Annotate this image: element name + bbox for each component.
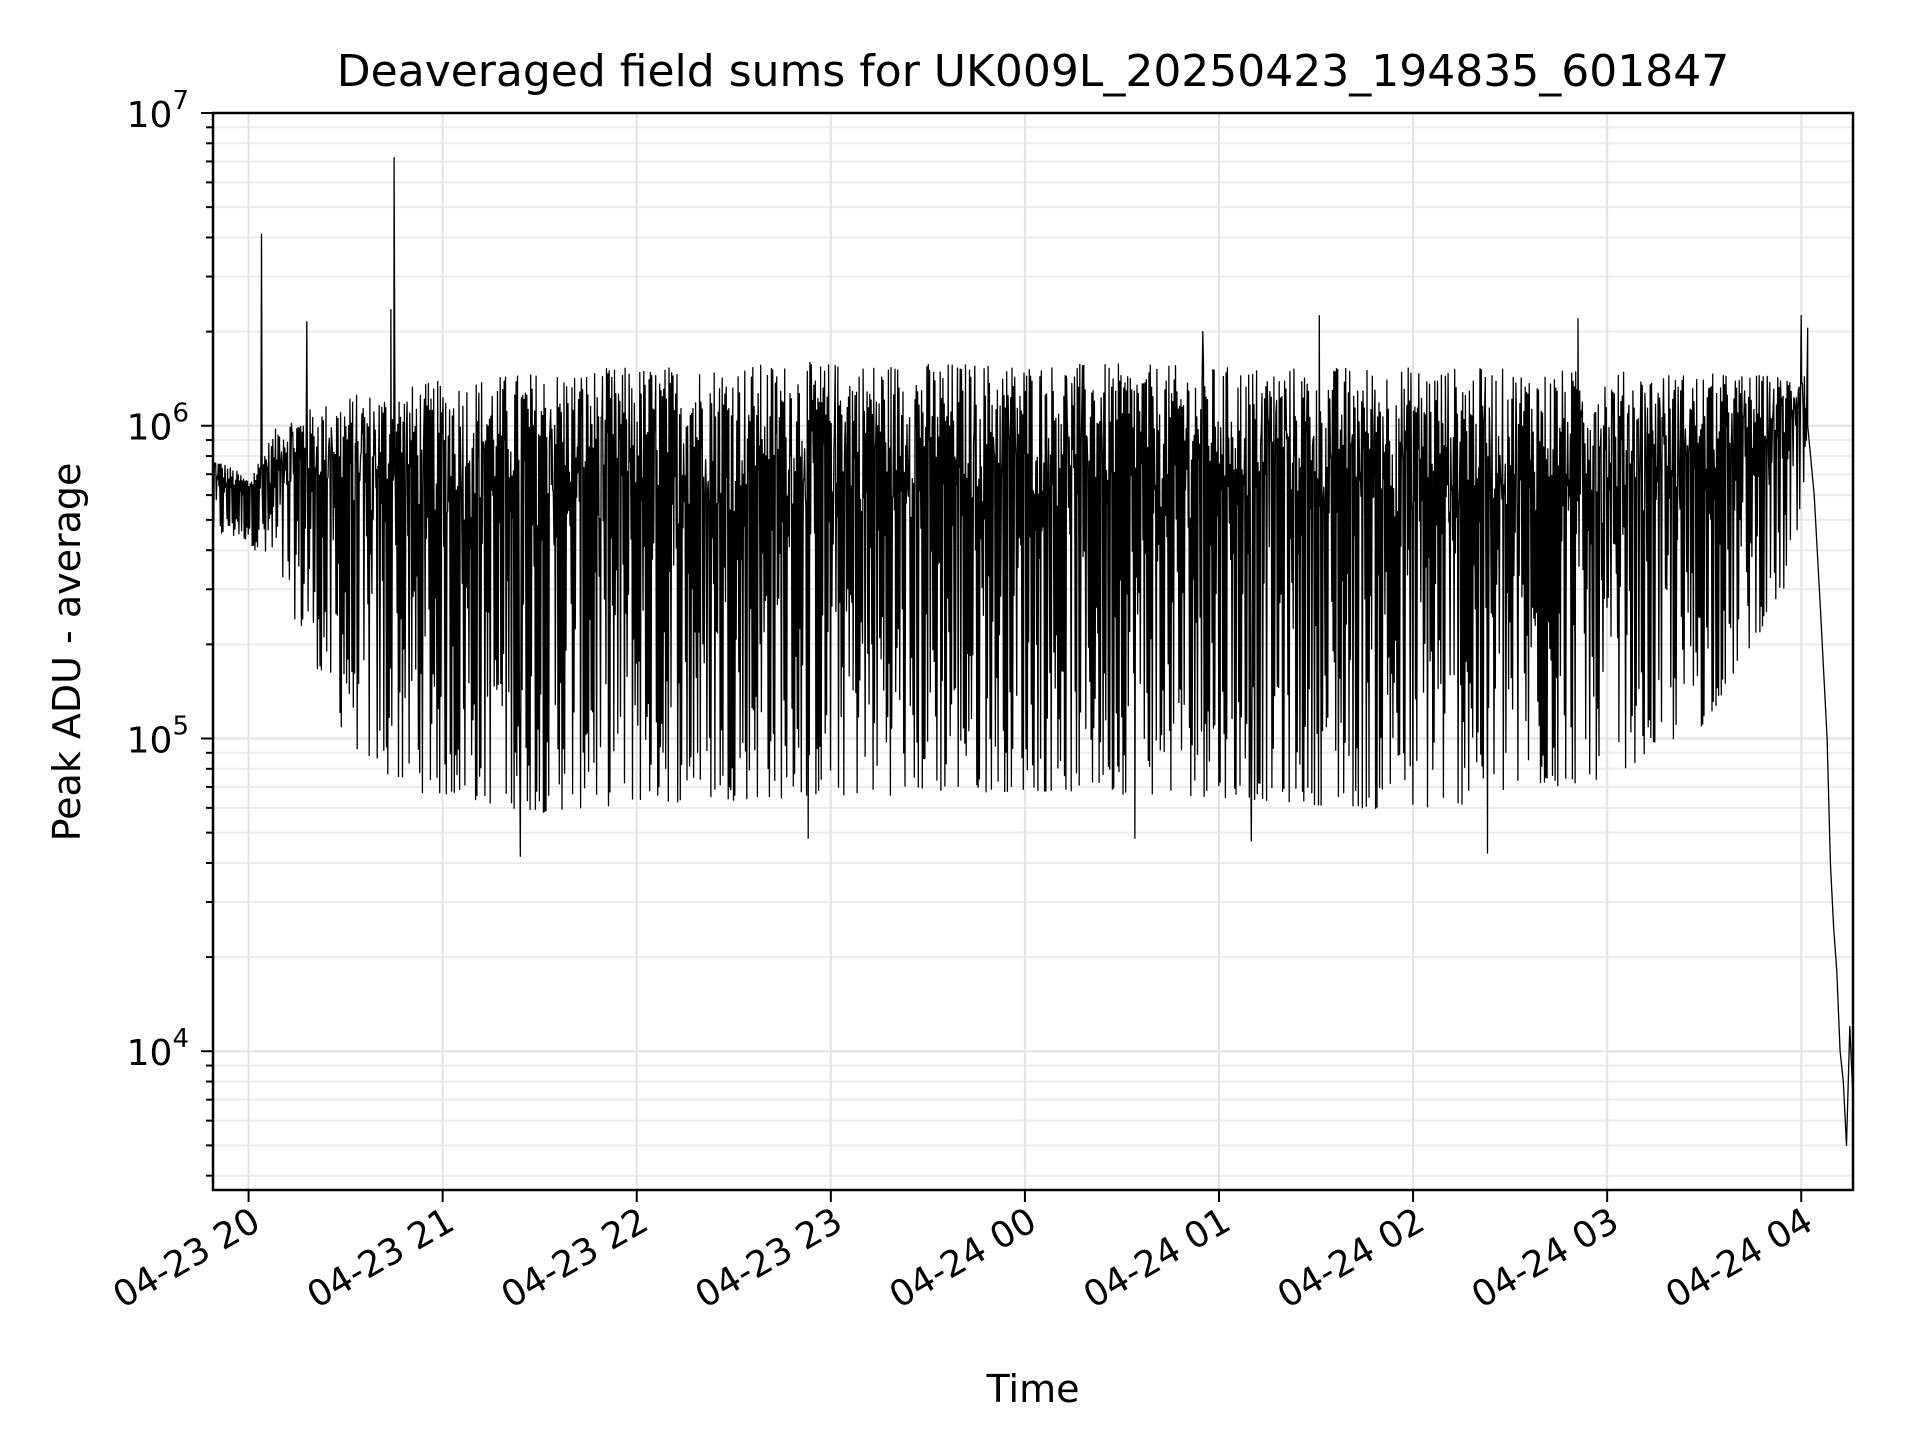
x-tick-label: 04-23 21 <box>300 1200 461 1316</box>
y-tick-base: 10 <box>127 95 173 136</box>
plot-frame <box>211 111 1855 1192</box>
y-tick-exponent: 4 <box>172 1024 189 1054</box>
y-tick-exponent: 6 <box>172 399 189 429</box>
y-tick-label: 107 <box>127 86 189 136</box>
y-tick-base: 10 <box>127 1033 173 1074</box>
x-tick-label: 04-24 03 <box>1465 1200 1626 1316</box>
x-tick-label: 04-23 20 <box>106 1200 267 1316</box>
y-axis-label: Peak ADU - average <box>45 463 89 842</box>
y-tick-label: 104 <box>127 1024 189 1074</box>
x-tick-label: 04-24 00 <box>883 1200 1044 1316</box>
y-tick-label: 105 <box>127 711 189 761</box>
x-tick-label: 04-24 01 <box>1077 1200 1238 1316</box>
y-tick-base: 10 <box>127 720 173 761</box>
x-tick-label: 04-24 02 <box>1271 1200 1432 1316</box>
chart-title: Deaveraged field sums for UK009L_2025042… <box>337 46 1729 97</box>
x-tick-label: 04-24 04 <box>1659 1200 1820 1316</box>
y-tick-exponent: 7 <box>172 86 189 116</box>
y-tick-exponent: 5 <box>172 711 189 741</box>
y-tick-label: 106 <box>127 399 189 449</box>
series-layer <box>212 156 1854 1147</box>
y-tick-base: 10 <box>127 408 173 449</box>
x-tick-label: 04-23 22 <box>495 1200 656 1316</box>
series-line <box>212 156 1854 1147</box>
x-tick-label: 04-23 23 <box>689 1200 850 1316</box>
x-axis-label: Time <box>986 1367 1080 1411</box>
